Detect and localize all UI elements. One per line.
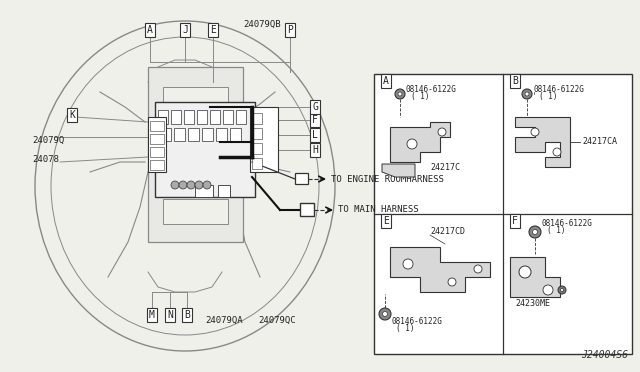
Circle shape	[474, 265, 482, 273]
Bar	[295, 173, 308, 184]
Bar	[155, 102, 255, 197]
Circle shape	[171, 181, 179, 189]
Bar	[150, 147, 164, 157]
Circle shape	[448, 278, 456, 286]
Circle shape	[395, 89, 405, 99]
Circle shape	[531, 128, 539, 136]
Circle shape	[438, 128, 446, 136]
Bar	[252, 128, 262, 139]
Text: B: B	[512, 76, 518, 86]
Circle shape	[195, 181, 203, 189]
Polygon shape	[390, 247, 490, 292]
Text: ( 1): ( 1)	[396, 324, 415, 334]
Bar	[158, 110, 168, 124]
Circle shape	[529, 226, 541, 238]
Polygon shape	[515, 117, 570, 167]
Bar	[160, 128, 171, 141]
Text: A: A	[147, 25, 153, 35]
Circle shape	[398, 92, 402, 96]
Circle shape	[203, 181, 211, 189]
Text: ( 1): ( 1)	[539, 92, 557, 100]
Text: G: G	[312, 102, 318, 112]
Circle shape	[519, 266, 531, 278]
Text: E: E	[383, 216, 389, 226]
Circle shape	[525, 92, 529, 96]
Text: N: N	[167, 310, 173, 320]
Bar	[223, 110, 233, 124]
Bar	[148, 67, 243, 242]
Text: J24004S6: J24004S6	[581, 350, 628, 360]
Bar	[150, 134, 164, 144]
Circle shape	[383, 311, 387, 317]
Bar	[210, 110, 220, 124]
Text: ( 1): ( 1)	[411, 92, 429, 100]
Bar	[163, 199, 228, 224]
Circle shape	[561, 289, 563, 292]
Circle shape	[379, 308, 391, 320]
Bar	[250, 107, 278, 172]
Bar	[252, 158, 262, 169]
Bar	[188, 128, 199, 141]
Bar	[202, 128, 213, 141]
Bar	[300, 203, 314, 216]
Circle shape	[522, 89, 532, 99]
Text: J: J	[182, 25, 188, 35]
Text: 24079Q: 24079Q	[32, 135, 64, 144]
Bar	[174, 128, 185, 141]
Bar	[252, 143, 262, 154]
Circle shape	[532, 230, 538, 234]
Bar	[184, 110, 194, 124]
Bar	[0, 0, 370, 372]
Bar	[236, 110, 246, 124]
Text: 08146-6122G: 08146-6122G	[534, 84, 585, 93]
Bar	[197, 110, 207, 124]
Text: 24079QC: 24079QC	[258, 315, 296, 324]
Bar	[230, 128, 241, 141]
Bar	[171, 110, 181, 124]
Text: P: P	[287, 25, 293, 35]
Text: TO MAIN HARNESS: TO MAIN HARNESS	[338, 205, 419, 215]
Polygon shape	[390, 122, 450, 162]
Text: 08146-6122G: 08146-6122G	[406, 84, 457, 93]
Bar	[150, 160, 164, 170]
Circle shape	[179, 181, 187, 189]
Text: 24079QB: 24079QB	[243, 19, 280, 29]
Bar	[195, 185, 213, 197]
Text: 24079QA: 24079QA	[205, 315, 243, 324]
Text: 24217CD: 24217CD	[430, 228, 465, 237]
Bar	[374, 74, 632, 354]
Text: F: F	[512, 216, 518, 226]
Text: 24217CA: 24217CA	[582, 138, 617, 147]
Text: ( 1): ( 1)	[547, 227, 566, 235]
Text: 08146-6122G: 08146-6122G	[391, 317, 442, 327]
Text: H: H	[312, 145, 318, 155]
Text: 08146-6122G: 08146-6122G	[542, 219, 593, 228]
Circle shape	[553, 148, 561, 156]
Text: A: A	[383, 76, 389, 86]
Circle shape	[403, 259, 413, 269]
Circle shape	[407, 139, 417, 149]
Text: M: M	[149, 310, 155, 320]
Circle shape	[558, 286, 566, 294]
Text: TO ENGINE ROOMHARNESS: TO ENGINE ROOMHARNESS	[331, 174, 444, 183]
Text: 24230ME: 24230ME	[515, 299, 550, 308]
Text: 24217C: 24217C	[430, 163, 460, 171]
Circle shape	[187, 181, 195, 189]
Bar	[150, 121, 164, 131]
Text: F: F	[312, 115, 318, 125]
Polygon shape	[382, 164, 415, 177]
Polygon shape	[510, 257, 560, 297]
Bar	[252, 113, 262, 124]
Text: L: L	[312, 130, 318, 140]
Text: 24078: 24078	[32, 154, 59, 164]
Bar	[148, 117, 166, 172]
Circle shape	[543, 285, 553, 295]
Bar	[216, 128, 227, 141]
Bar	[163, 87, 228, 112]
Bar	[218, 185, 230, 197]
Text: E: E	[210, 25, 216, 35]
Text: K: K	[69, 110, 75, 120]
Text: B: B	[184, 310, 190, 320]
